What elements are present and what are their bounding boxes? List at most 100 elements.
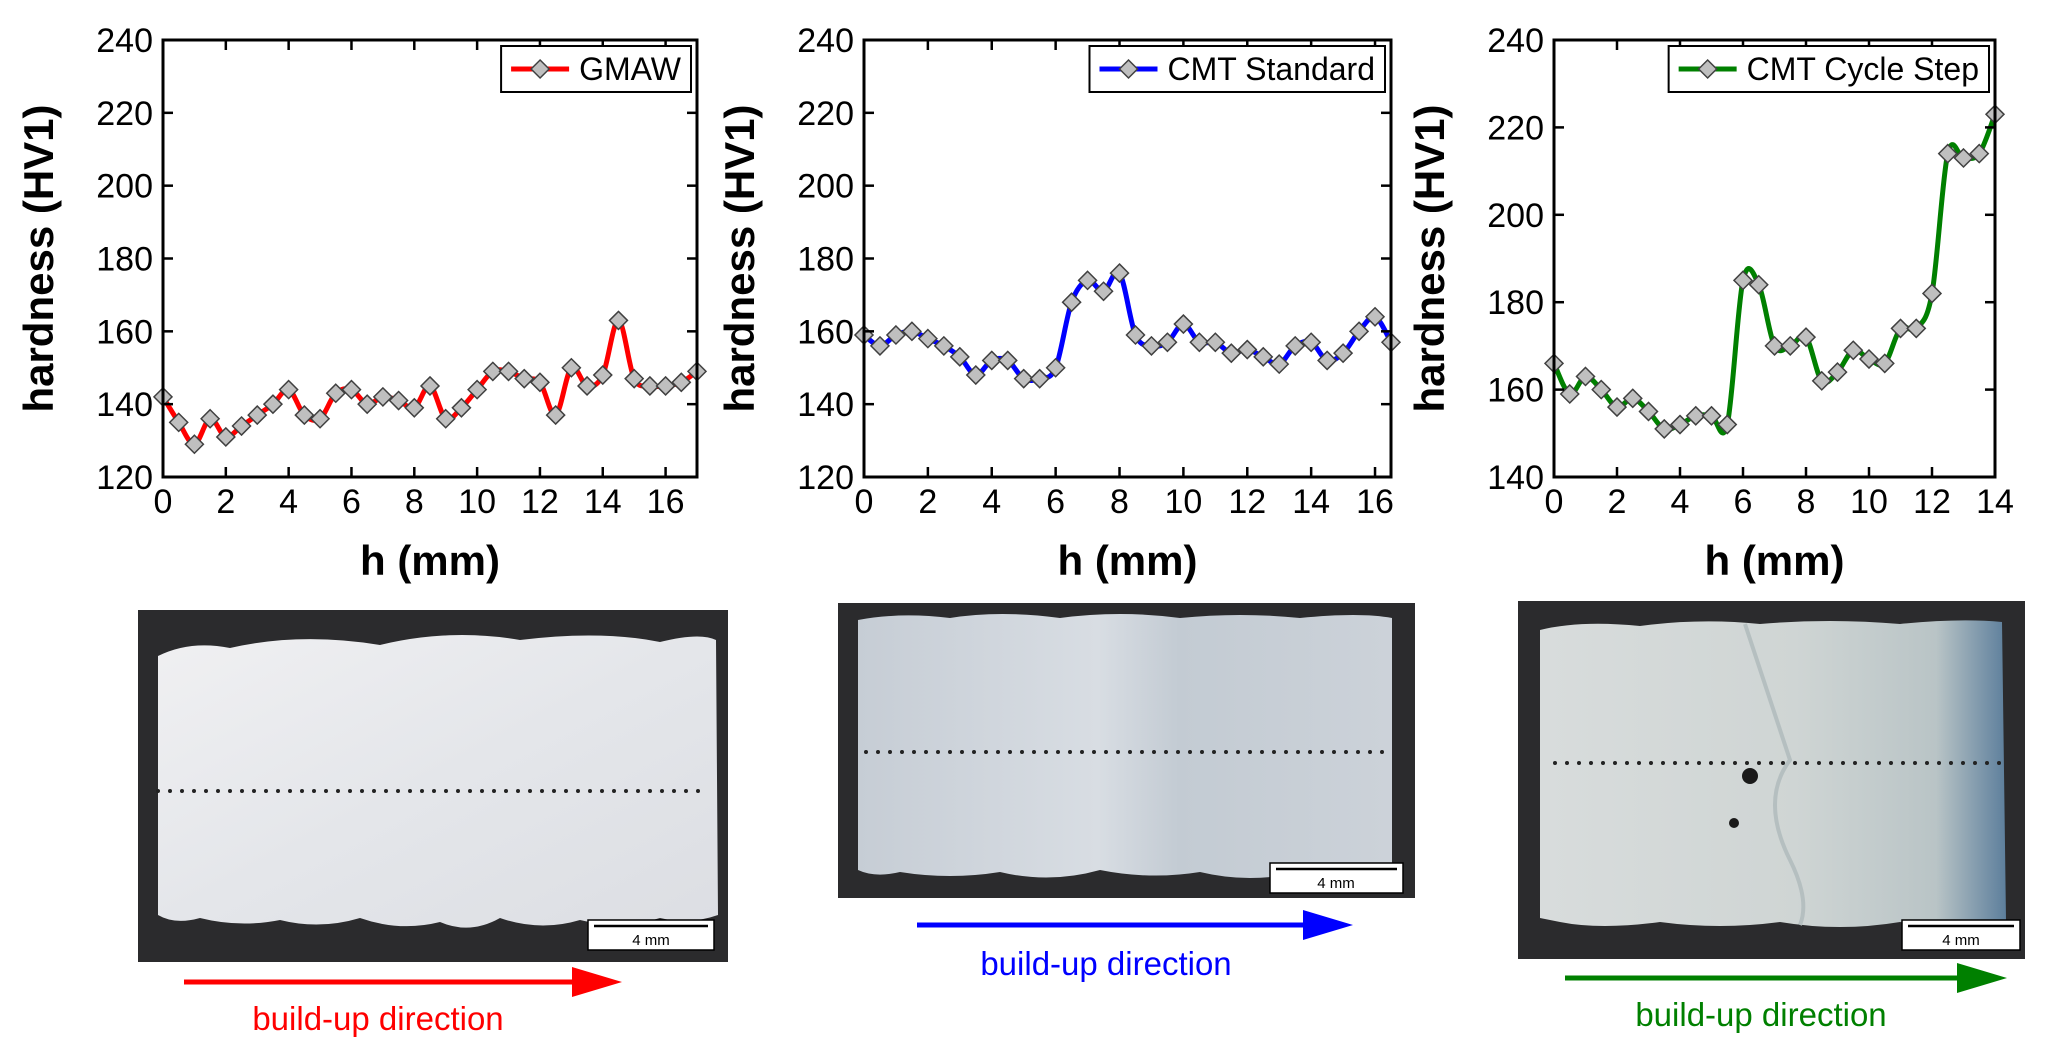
y-tick-label: 240 — [1487, 22, 1544, 60]
indent-dot — [1296, 750, 1300, 754]
indent-dot — [1697, 761, 1701, 765]
data-point — [1301, 332, 1322, 353]
data-point — [435, 408, 456, 429]
indent-dot — [1913, 761, 1917, 765]
indent-dot — [600, 789, 604, 793]
x-tick-label: 12 — [1913, 483, 1951, 521]
data-point — [498, 361, 519, 382]
data-point — [1221, 343, 1242, 364]
indent-dot — [984, 750, 988, 754]
legend-label: CMT Standard — [1168, 51, 1376, 87]
indent-dot — [648, 789, 652, 793]
data-point — [655, 375, 676, 397]
data-point — [372, 386, 393, 407]
data-point — [1173, 313, 1194, 335]
scale-bar-label: 4 mm — [1317, 875, 1355, 892]
data-point — [901, 321, 922, 342]
indent-dot — [1805, 761, 1809, 765]
data-point — [1843, 340, 1864, 361]
indent-dot — [1200, 750, 1204, 754]
data-point — [1559, 383, 1580, 405]
indent-dot — [1128, 750, 1132, 754]
indent-dot — [864, 750, 868, 754]
data-point — [1953, 147, 1974, 169]
data-point — [325, 383, 346, 404]
indent-dot — [1368, 750, 1372, 754]
data-point — [1109, 263, 1130, 284]
direction-arrow-cmt-cycle-step: build-up direction — [1565, 963, 2007, 1033]
x-tick-label: 6 — [1046, 483, 1065, 521]
data-point — [1125, 324, 1146, 346]
data-point — [1921, 283, 1943, 304]
y-tick-label: 220 — [1487, 109, 1544, 147]
data-point — [1764, 335, 1785, 356]
data-point — [1591, 379, 1612, 400]
indent-dot — [228, 789, 232, 793]
data-point — [1795, 327, 1817, 348]
indent-dot — [1164, 750, 1168, 754]
indent-dot — [972, 750, 976, 754]
micrograph-fusion-line — [1743, 623, 1806, 926]
indent-dot — [216, 789, 220, 793]
x-tick-label: 0 — [154, 483, 173, 521]
indent-dot — [1685, 761, 1689, 765]
indent-dot — [1176, 750, 1180, 754]
indent-dot — [252, 789, 256, 793]
indent-dot — [1565, 761, 1569, 765]
data-point — [576, 375, 598, 397]
data-point — [1189, 332, 1210, 353]
y-tick-label: 180 — [797, 241, 854, 279]
data-point — [419, 375, 441, 397]
indent-dot — [300, 789, 304, 793]
data-point — [1029, 368, 1050, 389]
x-tick-label: 2 — [216, 483, 235, 521]
indent-dot — [1020, 750, 1024, 754]
indent-dot — [1248, 750, 1252, 754]
indent-dot — [1056, 750, 1060, 754]
data-point — [467, 379, 488, 400]
data-point — [1748, 274, 1769, 295]
indent-dot — [348, 789, 352, 793]
indent-dot — [1188, 750, 1192, 754]
indent-dot — [912, 750, 916, 754]
data-point — [1205, 332, 1226, 353]
data-point — [1253, 346, 1274, 367]
micrograph-cmt-cycle-step: 4 mm — [1518, 601, 2025, 959]
indent-dot — [1949, 761, 1953, 765]
arrow-head — [572, 967, 622, 997]
arrow-head — [1957, 963, 2007, 993]
indent-dot — [1769, 761, 1773, 765]
data-point — [1077, 270, 1098, 291]
indent-dot — [1709, 761, 1713, 765]
data-point — [168, 412, 189, 433]
indent-dot — [1104, 750, 1108, 754]
indent-dot — [1985, 761, 1989, 765]
plot-frame — [862, 38, 1393, 479]
data-point — [200, 408, 221, 429]
indent-dot — [1320, 750, 1324, 754]
y-axis-title: hardness (HV1) — [15, 104, 62, 412]
data-point — [388, 390, 409, 411]
data-point — [1061, 292, 1082, 313]
indent-dot — [336, 789, 340, 793]
data-point — [1348, 321, 1370, 342]
x-axis-title: h (mm) — [1705, 537, 1845, 584]
indent-dot — [1997, 761, 2001, 765]
indent-dot — [504, 789, 508, 793]
legend: GMAW — [500, 45, 692, 93]
y-tick-label: 160 — [96, 313, 153, 351]
indent-dot — [240, 789, 244, 793]
direction-arrow-cmt-standard: build-up direction — [917, 910, 1353, 982]
indent-dot — [876, 750, 880, 754]
data-point — [885, 324, 906, 346]
indent-dot — [960, 750, 964, 754]
x-axis-title: h (mm) — [360, 537, 500, 584]
data-point — [1701, 405, 1722, 426]
data-point — [1811, 370, 1832, 391]
y-axis-title: hardness (HV1) — [716, 104, 763, 412]
y-tick-label: 180 — [1487, 284, 1544, 322]
indent-dot — [372, 789, 376, 793]
indent-dot — [1008, 750, 1012, 754]
indent-dot — [1613, 761, 1617, 765]
data-point — [1141, 335, 1162, 356]
